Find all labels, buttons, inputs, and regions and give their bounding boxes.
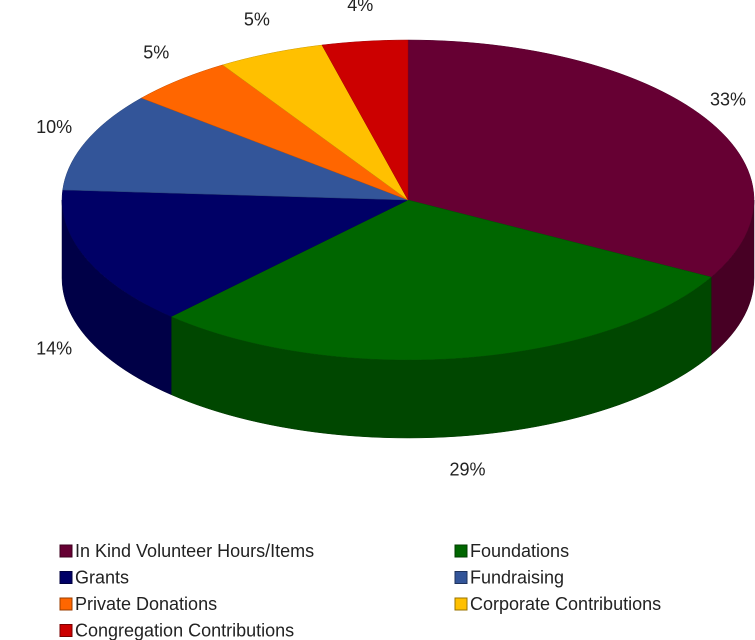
data-label: 29% (450, 460, 486, 480)
legend-label: Private Donations (75, 594, 217, 614)
data-label: 4% (347, 0, 373, 15)
legend-label: Fundraising (470, 567, 564, 587)
data-label: 14% (36, 339, 72, 359)
pie-slice (407, 39, 755, 278)
pie-slice (170, 199, 712, 361)
legend-swatch (454, 597, 468, 611)
data-label: 5% (244, 10, 270, 30)
legend: In Kind Volunteer Hours/Items Foundations… (59, 541, 661, 640)
legend-swatch (59, 571, 73, 584)
data-label: 5% (143, 42, 169, 62)
pie-slice (222, 44, 409, 201)
legend-label: In Kind Volunteer Hours/Items (75, 541, 314, 561)
legend-label: Grants (75, 567, 129, 587)
pie-slice (321, 39, 409, 201)
pie-slice (62, 97, 409, 201)
legend-swatch (59, 624, 73, 637)
data-label: 10% (36, 117, 72, 137)
legend-label: Foundations (470, 541, 569, 561)
legend-label: Corporate Contributions (470, 594, 661, 614)
legend-label: Congregation Contributions (75, 620, 294, 640)
legend-swatch (454, 571, 468, 584)
data-labels: 33% 29% 14% 10% 5% 5% 4% (36, 0, 746, 480)
data-label: 33% (710, 89, 746, 109)
legend-swatch (59, 544, 73, 558)
pie-tops (61, 39, 755, 361)
pie-slice (61, 189, 409, 317)
pie-slice (140, 64, 409, 201)
legend-swatch (59, 597, 73, 611)
legend-swatch (454, 544, 468, 558)
